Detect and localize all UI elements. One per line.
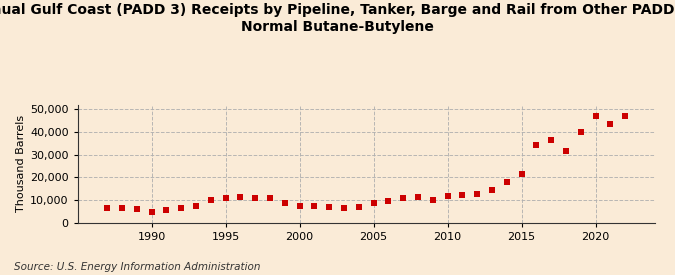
Point xyxy=(190,204,201,208)
Point xyxy=(161,207,172,212)
Point xyxy=(265,196,275,200)
Point xyxy=(279,200,290,205)
Point xyxy=(560,149,571,153)
Point xyxy=(472,192,483,197)
Point xyxy=(398,196,408,200)
Point xyxy=(368,201,379,206)
Point xyxy=(457,193,468,198)
Point xyxy=(205,198,216,203)
Point xyxy=(146,210,157,214)
Point xyxy=(383,199,394,203)
Point xyxy=(354,205,364,210)
Point xyxy=(487,188,497,192)
Point xyxy=(546,138,557,143)
Point xyxy=(102,206,113,210)
Point xyxy=(324,205,335,209)
Point xyxy=(235,195,246,199)
Point xyxy=(531,143,542,147)
Point xyxy=(117,206,128,211)
Point xyxy=(412,195,423,199)
Point xyxy=(575,130,586,134)
Point xyxy=(294,204,305,208)
Point xyxy=(132,207,142,211)
Point xyxy=(176,205,186,210)
Point xyxy=(250,196,261,200)
Point xyxy=(620,114,630,118)
Point xyxy=(442,194,453,198)
Text: Annual Gulf Coast (PADD 3) Receipts by Pipeline, Tanker, Barge and Rail from Oth: Annual Gulf Coast (PADD 3) Receipts by P… xyxy=(0,3,675,34)
Point xyxy=(590,114,601,118)
Point xyxy=(605,122,616,126)
Point xyxy=(309,204,320,208)
Point xyxy=(502,180,512,185)
Point xyxy=(516,172,527,176)
Y-axis label: Thousand Barrels: Thousand Barrels xyxy=(16,115,26,212)
Text: Source: U.S. Energy Information Administration: Source: U.S. Energy Information Administ… xyxy=(14,262,260,272)
Point xyxy=(220,196,231,200)
Point xyxy=(427,198,438,203)
Point xyxy=(339,206,350,210)
